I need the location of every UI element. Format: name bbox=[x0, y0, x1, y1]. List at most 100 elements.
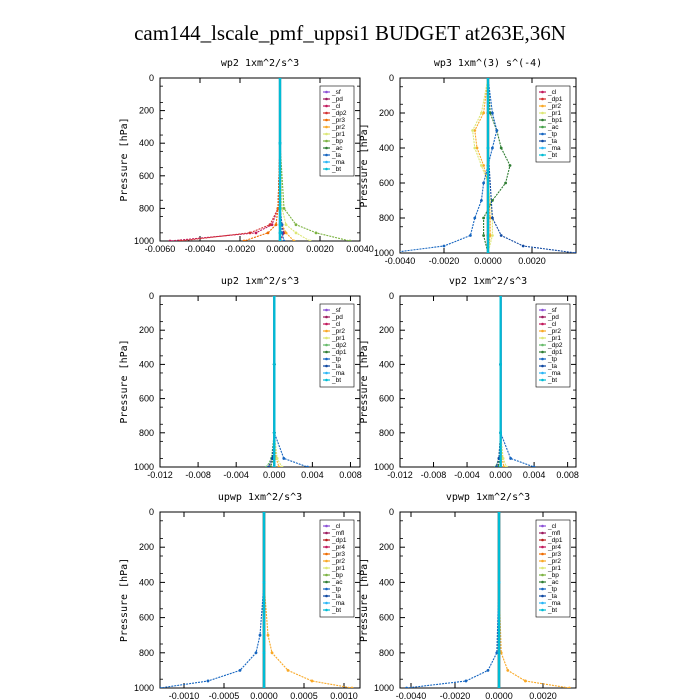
series-marker bbox=[238, 669, 242, 672]
y-tick-label: 1000 bbox=[134, 683, 154, 693]
series-marker bbox=[294, 223, 298, 227]
y-axis-label: Pressure [hPa] bbox=[359, 123, 370, 207]
plot-frame bbox=[159, 511, 361, 689]
legend-entry: _pr1 bbox=[547, 335, 561, 342]
legend-marker bbox=[325, 153, 328, 157]
legend-entry: _mfl bbox=[331, 530, 345, 537]
legend-marker bbox=[325, 378, 328, 382]
legend-marker bbox=[325, 594, 328, 598]
legend-marker bbox=[325, 167, 328, 171]
series-marker bbox=[482, 164, 485, 167]
series-marker bbox=[262, 686, 266, 688]
x-tick-label: -0.0010 bbox=[169, 691, 200, 700]
panel-title: upwp 1xm^2/s^3 bbox=[218, 492, 302, 503]
legend: _sf_pd_cl_dp2_pr3_pr2_pr1_bp_ac_ta_ma_bt bbox=[319, 85, 355, 177]
legend-marker bbox=[325, 90, 328, 94]
series-marker bbox=[508, 164, 512, 167]
legend-marker bbox=[325, 580, 328, 584]
legend-marker bbox=[325, 104, 328, 108]
legend-entry: _pr1 bbox=[331, 565, 345, 572]
series-marker bbox=[277, 465, 281, 467]
x-tick-label: 0.0000 bbox=[485, 691, 513, 700]
series-marker bbox=[405, 686, 408, 688]
legend-entry: _pr2 bbox=[331, 124, 345, 131]
y-tick-label: 200 bbox=[379, 542, 394, 552]
plot-frame bbox=[159, 295, 361, 468]
plot-frame bbox=[159, 77, 361, 242]
series-marker bbox=[491, 146, 494, 150]
legend-marker bbox=[541, 132, 544, 136]
series-marker bbox=[254, 231, 258, 235]
series-marker bbox=[494, 465, 498, 467]
series-marker bbox=[262, 512, 266, 514]
x-tick-label: 0.000 bbox=[263, 470, 286, 480]
series-marker bbox=[480, 199, 483, 202]
x-tick-label: -0.0040 bbox=[185, 244, 216, 254]
series-marker bbox=[482, 234, 485, 237]
series-marker bbox=[486, 216, 490, 220]
legend-marker bbox=[325, 357, 328, 361]
series-marker bbox=[475, 146, 479, 150]
legend-marker bbox=[541, 322, 544, 326]
series-marker bbox=[501, 457, 505, 460]
legend-entry: _ta bbox=[331, 363, 341, 370]
y-tick-label: 0 bbox=[389, 507, 394, 517]
series-marker bbox=[480, 111, 483, 115]
y-tick-label: 800 bbox=[379, 648, 394, 658]
y-tick-label: 200 bbox=[139, 542, 154, 552]
legend-entry: _bp bbox=[547, 572, 559, 579]
series-marker bbox=[482, 216, 485, 220]
series-marker bbox=[258, 633, 262, 637]
series-marker bbox=[486, 669, 490, 672]
y-tick-label: 600 bbox=[379, 394, 394, 404]
series-marker bbox=[497, 651, 501, 655]
y-tick-label: 400 bbox=[379, 359, 394, 369]
legend-entry: _pr2 bbox=[331, 558, 345, 565]
series-line bbox=[500, 296, 535, 467]
x-tick-label: 0.004 bbox=[301, 470, 324, 480]
legend-entry: _ma bbox=[331, 159, 345, 166]
legend-marker bbox=[325, 608, 328, 612]
legend-entry: _cl bbox=[547, 321, 557, 328]
series-marker bbox=[272, 465, 276, 467]
series-marker bbox=[486, 251, 490, 253]
series-group bbox=[400, 78, 576, 253]
legend-marker bbox=[541, 587, 544, 591]
legend-entry: _pr2 bbox=[547, 103, 561, 110]
legend-entry: _pr3 bbox=[547, 551, 561, 558]
series-marker bbox=[270, 457, 274, 460]
y-tick-label: 800 bbox=[379, 213, 394, 223]
legend-marker bbox=[325, 132, 328, 136]
y-tick-label: 600 bbox=[379, 613, 394, 623]
y-tick-label: 1000 bbox=[374, 462, 394, 472]
legend-entry: _pr2 bbox=[547, 558, 561, 565]
chart-panels: wp2 1xm^2/s^3 Pressure [hPa] 0 200 400 600 800… bbox=[119, 58, 579, 700]
legend-entry: _ac bbox=[547, 579, 559, 586]
legend-marker bbox=[541, 559, 544, 563]
y-tick-label: 200 bbox=[379, 325, 394, 335]
series-marker bbox=[278, 239, 282, 241]
series-marker bbox=[486, 146, 490, 150]
legend-entry: _pd bbox=[547, 314, 559, 321]
legend-marker bbox=[325, 587, 328, 591]
series-marker bbox=[486, 78, 490, 80]
legend-entry: _ma bbox=[331, 370, 345, 377]
legend-entry: _ac bbox=[331, 579, 343, 586]
series-marker bbox=[278, 231, 282, 235]
x-tick-label: 0.0000 bbox=[474, 256, 502, 266]
legend-marker bbox=[541, 573, 544, 577]
series-marker bbox=[266, 231, 270, 235]
legend-marker bbox=[541, 357, 544, 361]
series-marker bbox=[278, 207, 282, 210]
series-marker bbox=[499, 234, 503, 237]
x-tick-label: -0.0040 bbox=[385, 256, 416, 266]
legend-entry: _bp bbox=[331, 138, 343, 145]
legend-entry: _ta bbox=[331, 593, 341, 600]
legend-marker bbox=[325, 118, 328, 122]
legend-entry: _pr3 bbox=[331, 117, 345, 124]
legend-marker bbox=[541, 104, 544, 108]
y-tick-label: 200 bbox=[379, 108, 394, 118]
series-group bbox=[265, 296, 310, 467]
x-tick-label: 0.000 bbox=[489, 470, 512, 480]
series-marker bbox=[482, 181, 485, 185]
